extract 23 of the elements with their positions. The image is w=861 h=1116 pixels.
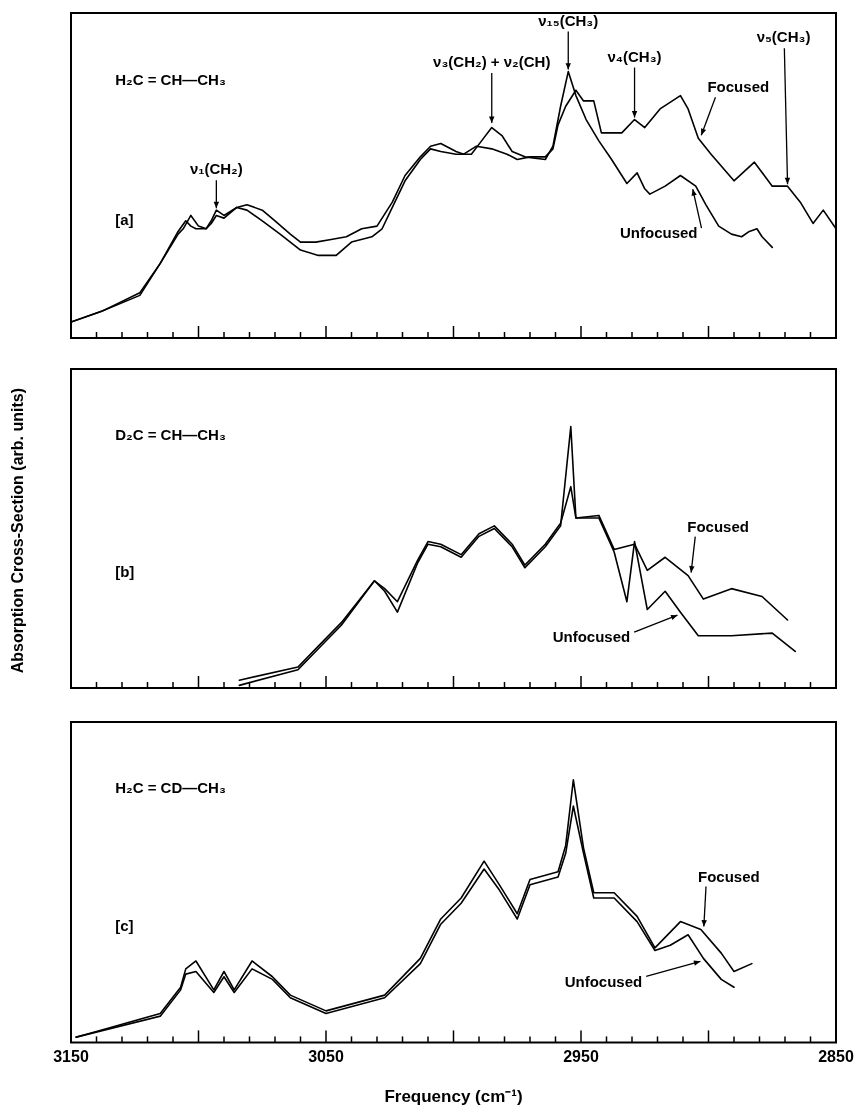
annotation: D₂C = CH—CH₃ [115, 426, 226, 444]
annotation: [b] [115, 563, 135, 581]
y-axis-title: Absorption Cross-Section (arb. units) [9, 387, 27, 674]
annotation: [c] [115, 917, 134, 935]
annotation: ν₁₅(CH₃) [538, 11, 599, 29]
annotation: ν₃(CH₂) + ν₂(CH) [433, 53, 551, 71]
annotation: H₂C = CD—CH₃ [115, 779, 226, 797]
series-label: Unfocused [552, 628, 631, 646]
x-tick-label: 2850 [818, 1048, 854, 1066]
series-label: Unfocused [619, 224, 698, 242]
x-tick-label: 3050 [308, 1048, 344, 1066]
series-label: Focused [707, 78, 770, 96]
annotation: ν₄(CH₃) [607, 47, 662, 65]
annotation: ν₁(CH₂) [189, 160, 243, 178]
annotation: ν₅(CH₃) [756, 28, 811, 46]
x-tick-label: 3150 [53, 1048, 89, 1066]
text: Focused [698, 867, 760, 885]
series-label: Unfocused [564, 972, 643, 990]
x-axis-title: Frequency (cm⁻¹) [384, 1087, 523, 1107]
annotation: H₂C = CH—CH₃ [115, 71, 226, 89]
x-tick-label: 2950 [563, 1048, 599, 1066]
text: Focused [687, 517, 749, 535]
annotation: [a] [115, 211, 134, 229]
